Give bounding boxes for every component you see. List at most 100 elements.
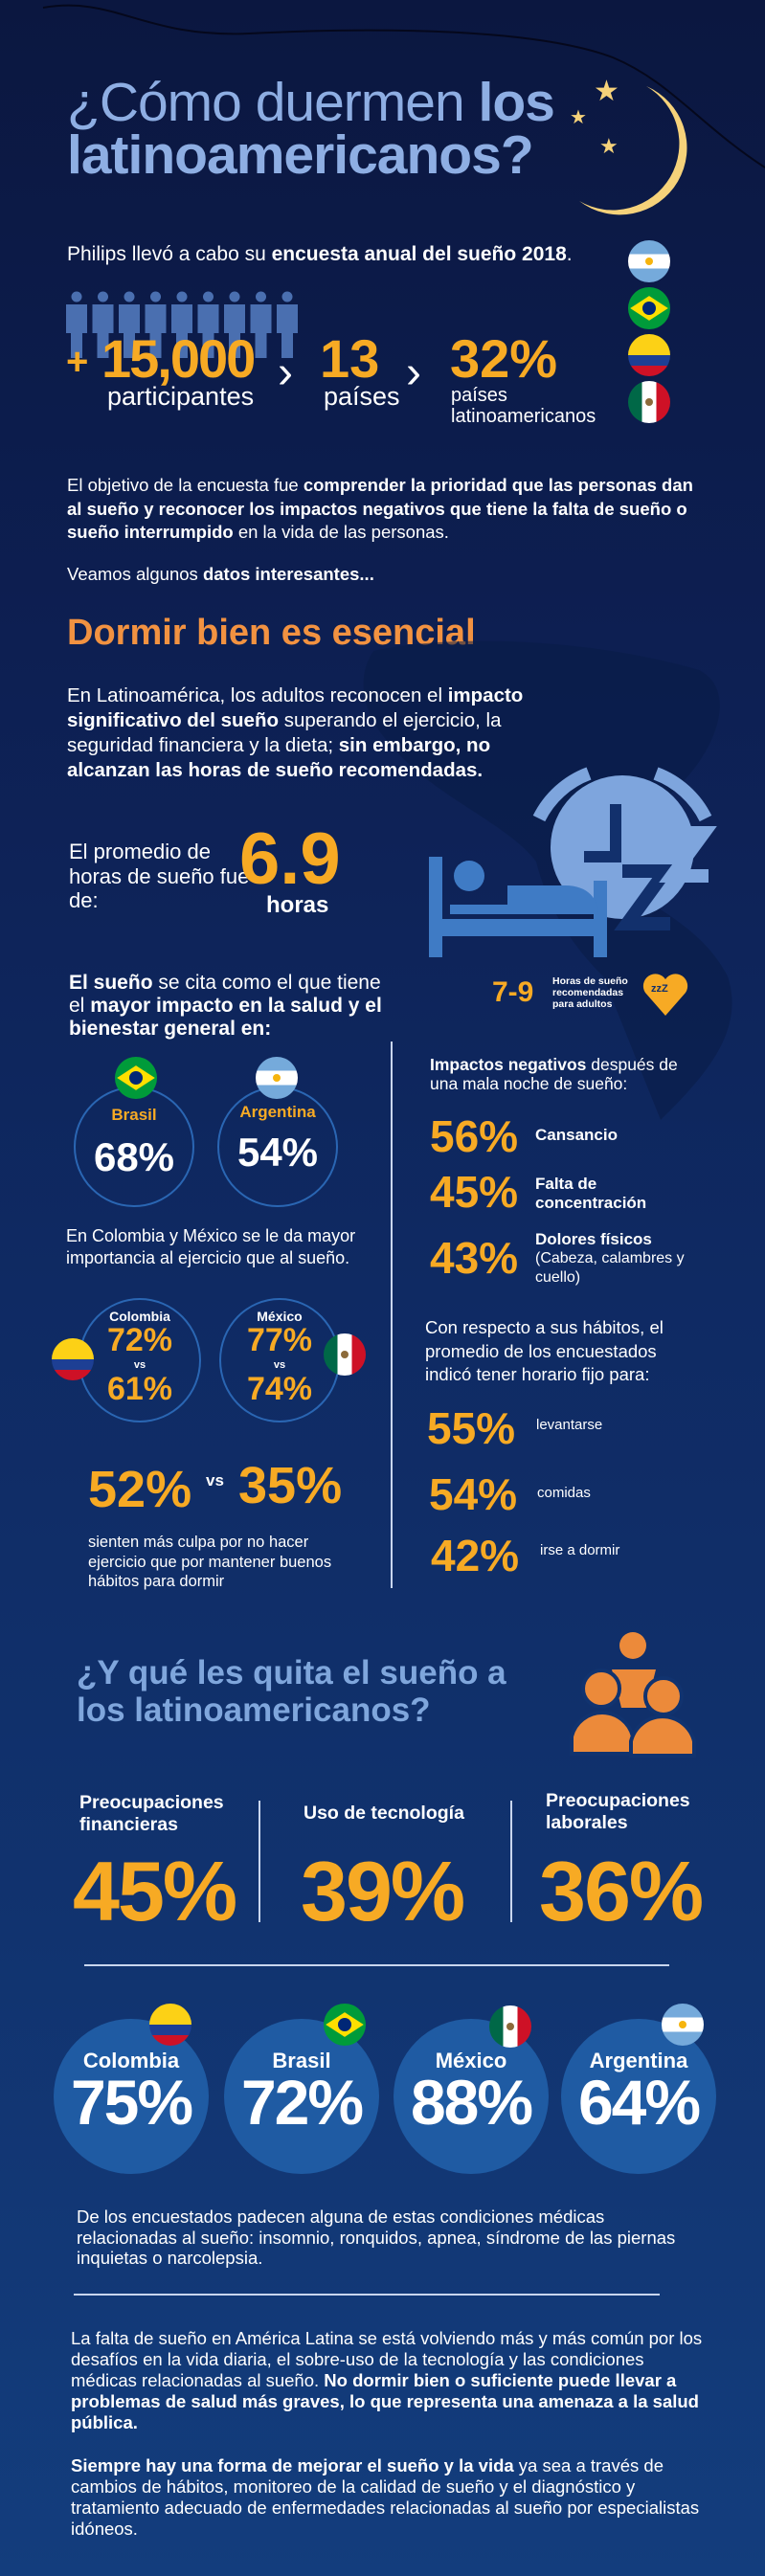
text: . [566, 243, 573, 265]
cause-divider [259, 1801, 260, 1922]
recommended-label: Horas de sueño recomendadas para adultos [552, 975, 628, 1010]
moon-icon [579, 86, 687, 215]
text: se cita como el que tiene el [69, 972, 381, 1017]
person-icon [197, 291, 219, 358]
participants-value: 15,000 [101, 328, 256, 389]
brazil-flag-icon [324, 2004, 366, 2046]
brasil-label: Brasil [111, 1106, 157, 1124]
bold-text: comprender la prioridad que las personas… [67, 475, 693, 542]
countries-label: países [324, 382, 400, 411]
average-value: 6.9 [239, 818, 341, 900]
argentina-flag-icon [628, 240, 670, 282]
habit-label: irse a dormir [540, 1542, 620, 1558]
person-icon [224, 291, 245, 358]
cause-value: 45% [73, 1844, 237, 1938]
closing-paragraph: Siempre hay una forma de mejorar el sueñ… [71, 2455, 703, 2540]
condition-country: Argentina [589, 2049, 688, 2072]
latam-percent-value: 32% [450, 328, 558, 389]
section1-paragraph: En Latinoamérica, los adultos reconocen … [67, 683, 551, 783]
heart-icon [642, 974, 688, 1016]
vs-label: vs [133, 1359, 146, 1371]
person-icon [92, 291, 114, 358]
text: superando el ejercicio, la seguridad fin… [67, 709, 502, 756]
guilt-value-a: 52% [88, 1461, 192, 1518]
habit-value: 42% [431, 1531, 520, 1580]
text: ya sea a través de cambios de hábitos, m… [71, 2455, 700, 2539]
vs-label: vs [206, 1471, 224, 1490]
bold-text: mayor impacto en la salud y el bienestar… [69, 995, 382, 1040]
exercise-note: En Colombia y México se le da mayor impo… [66, 1226, 356, 1267]
cause-label: Preocupaciones laborales [546, 1790, 690, 1833]
colombia-flag-icon [628, 334, 670, 376]
participants-label: participantes [107, 382, 255, 411]
condition-circle-colombia [54, 2019, 209, 2174]
cause-divider [510, 1801, 512, 1922]
text: Veamos algunos [67, 564, 203, 584]
cause-value: 39% [301, 1844, 465, 1938]
condition-value: 88% [410, 2067, 533, 2138]
habit-value: 55% [427, 1403, 516, 1453]
intro-text: Philips llevó a cabo su encuesta anual d… [67, 243, 573, 266]
cause-value: 36% [539, 1844, 704, 1938]
guilt-text: sienten más culpa por no hacer ejercicio… [88, 1534, 332, 1590]
habit-label: comidas [537, 1485, 591, 1501]
colombia-flag-icon [52, 1338, 94, 1380]
argentina-flag-icon [256, 1057, 298, 1099]
bold-text: sin embargo, no alcanzan las horas de su… [67, 734, 491, 781]
brasil-value: 68% [93, 1134, 175, 1179]
argentina-flag-icon [662, 2004, 704, 2046]
star-icon: ★ [599, 134, 619, 158]
bold-text: datos interesantes... [202, 564, 374, 584]
recommended-range: 7-9 [492, 976, 534, 1008]
condition-value: 72% [240, 2067, 364, 2138]
people-icon [66, 291, 298, 358]
person-icon [250, 291, 272, 358]
cause-label: Preocupaciones financieras [79, 1792, 224, 1835]
mexico-flag-icon [628, 381, 670, 423]
condition-country: Brasil [272, 2049, 331, 2072]
habits-intro: Con respecto a sus hábitos, el promedio … [425, 1317, 664, 1384]
person-icon [171, 291, 192, 358]
colombia-exercise-value: 72% [106, 1322, 173, 1358]
objective-text: El objetivo de la encuesta fue comprende… [67, 474, 709, 545]
average-unit: horas [266, 892, 329, 918]
guilt-value-b: 35% [238, 1457, 343, 1514]
person-icon [119, 291, 140, 358]
condition-country: Colombia [82, 2049, 180, 2072]
average-label: El promedio de horas de sueño fue de: [69, 840, 250, 912]
mexico-exercise-value: 77% [246, 1322, 313, 1358]
person-icon [145, 291, 167, 358]
bold-text: impacto significativo del sueño [67, 684, 524, 731]
condition-value: 75% [70, 2067, 193, 2138]
person-icon [277, 291, 298, 358]
column-divider [391, 1042, 393, 1588]
text: En Latinoamérica, los adultos reconocen … [67, 684, 448, 706]
sleep-clock-bed-icon [429, 767, 717, 957]
colombia-label: Colombia [109, 1309, 170, 1324]
chevron-right-icon: › [406, 347, 421, 398]
text: La falta de sueño en América Latina se e… [71, 2328, 703, 2390]
star-icon: ★ [570, 107, 587, 128]
latam-percent-label: países latinoamericanos [451, 385, 596, 427]
argentina-value: 54% [236, 1130, 319, 1175]
bold-text: El sueño [69, 972, 153, 994]
condition-circle-brasil [224, 2019, 379, 2174]
bold-text: encuesta anual del sueño 2018 [271, 243, 567, 265]
condition-value: 64% [577, 2067, 701, 2138]
text: El objetivo de la encuesta fue [67, 475, 304, 495]
section-divider [84, 1964, 669, 1966]
veamos-text: Veamos algunos datos interesantes... [67, 563, 374, 587]
americas-map-background [363, 640, 732, 1120]
chevron-right-icon: › [278, 347, 293, 398]
text: Philips llevó a cabo su [67, 243, 272, 265]
mexico-flag-icon [489, 2005, 531, 2048]
star-icon: ★ [594, 76, 619, 107]
negative-note: (Cabeza, calambres y cuello) [535, 1250, 685, 1286]
text: en la vida de las personas. [233, 522, 449, 542]
zzz-label: zzZ [651, 983, 668, 995]
conditions-text: De los encuestados padecen alguna de est… [77, 2206, 676, 2268]
plus-sign: + [66, 341, 89, 383]
bold-text: Siempre hay una forma de mejorar el sueñ… [71, 2455, 514, 2475]
impact-text: El sueño se cita como el que tiene el ma… [69, 972, 385, 1041]
brazil-flag-icon [628, 287, 670, 329]
